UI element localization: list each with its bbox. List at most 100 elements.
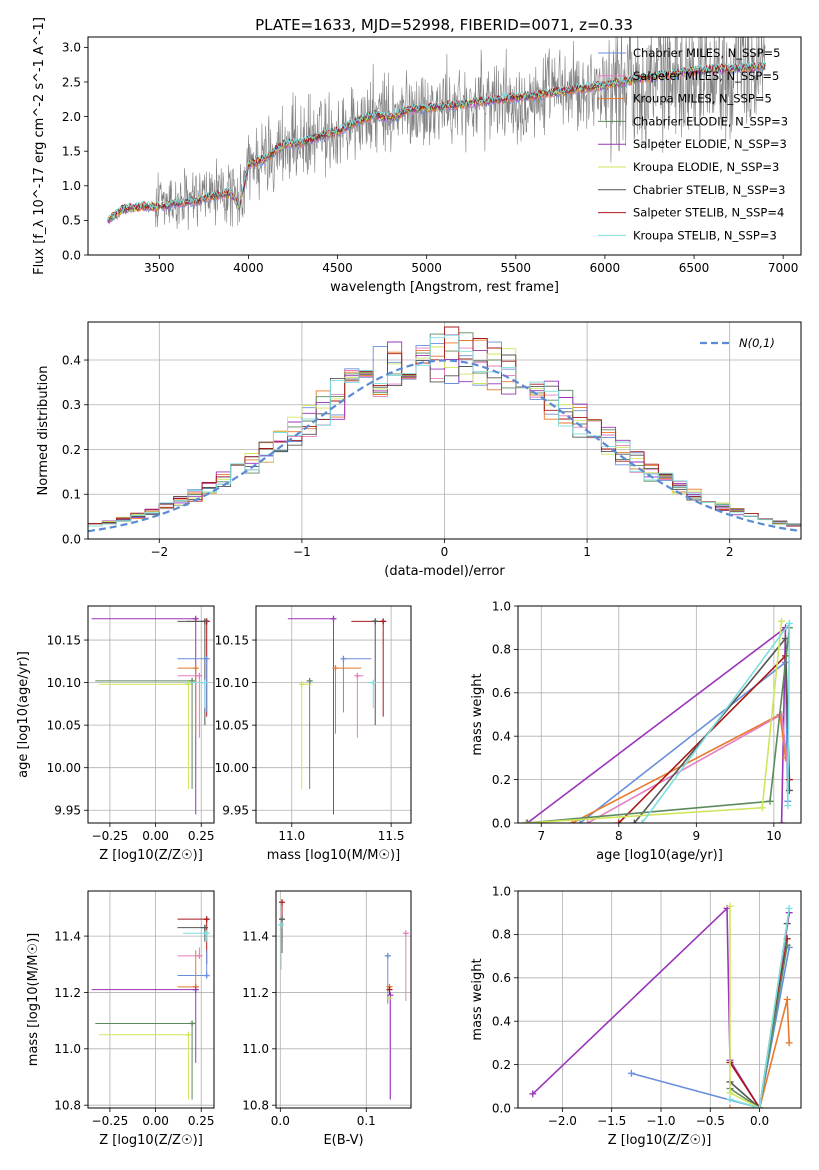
x-tick-label: −1.5 [597, 1114, 626, 1128]
mass-weight-marker [785, 1039, 793, 1047]
ssp-marker [192, 615, 199, 622]
y-tick-label: 0.4 [62, 353, 81, 367]
legend-entry: Kroupa MILES, N_SSP=5 [633, 92, 772, 106]
y-tick-label: 0.4 [492, 730, 511, 744]
x-tick-label: 0.0 [750, 1114, 769, 1128]
mass-weight-marker [785, 786, 793, 794]
plot-area [91, 916, 210, 1100]
legend-entry: Chabrier MILES, N_SSP=5 [633, 46, 780, 60]
ssp-marker [279, 899, 286, 906]
plot-area [278, 899, 409, 1100]
y-tick-label: 3.0 [62, 41, 81, 55]
x-axis-label: Z [log10(Z/Z☉)] [608, 1133, 712, 1148]
y-axis-label: Normed distribution [36, 366, 51, 496]
y-tick-label: 0.1 [62, 488, 81, 502]
residual-histogram-step [88, 334, 801, 527]
y-tick-label: 0.0 [492, 1101, 511, 1115]
mass-weight-marker [523, 819, 531, 823]
x-tick-label: 0.00 [142, 1114, 169, 1128]
ssp-marker [203, 916, 210, 923]
x-tick-label: 0.0 [271, 1114, 290, 1128]
plot-area [287, 615, 387, 815]
y-tick-label: 10.8 [242, 1098, 269, 1112]
ssp-marker [185, 1031, 192, 1038]
x-axis-label: Z [log10(Z/Z☉)] [99, 848, 203, 863]
legend-entry: Chabrier ELODIE, N_SSP=3 [633, 114, 788, 128]
spectrum-legend: Chabrier MILES, N_SSP=5 Salpeter MILES, N… [598, 46, 788, 242]
y-tick-label: 11.4 [54, 929, 81, 943]
mass-weight-marker [726, 1089, 734, 1097]
x-tick-label: 6500 [679, 261, 710, 275]
axes-frame [87, 890, 215, 1109]
legend-entry: N(0,1) [739, 336, 775, 350]
x-tick-label: 5000 [411, 261, 442, 275]
mass-weight-line [730, 999, 790, 1108]
ssp-marker [203, 930, 210, 937]
observed-spectrum-line [107, 37, 766, 230]
normal-distribution-curve [88, 359, 799, 533]
y-tick-label: 11.2 [242, 986, 269, 1000]
mass-weight-marker [726, 1104, 734, 1108]
mass-vs-metallicity-panel: −0.25 0.00 0.25 10.8 11.0 11.2 11.4 Z [log10(Z/… [26, 890, 215, 1148]
mass-weight-marker [630, 819, 638, 823]
ssp-marker [279, 916, 286, 923]
y-tick-label: 11.2 [54, 986, 81, 1000]
x-tick-label: 8 [615, 829, 623, 843]
mass-vs-ebv-panel: 0.0 0.1 10.8 11.0 11.2 11.4 E(B-V) [242, 890, 412, 1148]
y-axis-label: age [log10(age/yr)] [16, 651, 31, 778]
ssp-marker [370, 679, 377, 686]
axes-frame [87, 605, 215, 824]
residual-histogram-panel: −2 −1 0 1 2 0.0 0.1 0.2 0.3 0.4 (data-model)/error… [36, 321, 802, 579]
ssp-marker [384, 952, 391, 959]
x-tick-label: −0.25 [92, 829, 129, 843]
mass-weight-marker [522, 819, 530, 823]
x-tick-label: 7000 [768, 261, 799, 275]
y-tick-label: 10.15 [47, 633, 81, 647]
y-axis-label: mass [log10(M/M☉)] [26, 933, 41, 1066]
x-axis-label: wavelength [Angstrom, rest frame] [330, 280, 559, 295]
ssp-marker [203, 972, 210, 979]
ssp-marker [330, 615, 337, 622]
model-spectrum-line [107, 60, 766, 221]
mass-weight-line [729, 906, 760, 1108]
axes-frame [87, 36, 802, 256]
y-tick-label: 10.10 [215, 676, 249, 690]
residual-histogram-step [88, 354, 801, 525]
x-tick-label: 10 [766, 829, 781, 843]
ssp-marker [196, 672, 203, 679]
mass-weight-line [729, 938, 788, 1108]
ssp-marker [386, 986, 393, 993]
y-tick-label: 0.0 [62, 532, 81, 546]
mass-weight-marker [615, 819, 623, 823]
y-tick-label: 0.5 [62, 214, 81, 228]
ssp-marker [201, 924, 208, 931]
y-tick-label: 10.10 [47, 676, 81, 690]
mass-weight-line [587, 713, 791, 823]
mass-weight-marker [758, 804, 766, 812]
y-tick-label: 0.6 [492, 971, 511, 985]
y-axis-label: mass weight [470, 958, 485, 1040]
mass-weight-marker [576, 819, 584, 823]
mass-weight-marker [783, 996, 791, 1003]
ssp-marker [332, 665, 339, 672]
x-tick-label: 5500 [501, 261, 532, 275]
y-tick-label: 11.4 [242, 929, 269, 943]
mass-weight-marker [784, 802, 792, 810]
x-tick-label: 11.5 [378, 829, 405, 843]
plot-area [91, 615, 210, 815]
y-tick-label: 0.3 [62, 398, 81, 412]
ssp-marker [192, 665, 199, 672]
y-tick-label: 10.8 [54, 1098, 81, 1112]
x-tick-label: −2 [150, 545, 168, 559]
y-tick-label: 0.6 [492, 686, 511, 700]
y-tick-label: 0.8 [492, 928, 511, 942]
y-tick-label: 10.05 [215, 718, 249, 732]
y-tick-label: 10.00 [47, 761, 81, 775]
axes-frame [517, 890, 802, 1109]
y-tick-label: 1.5 [62, 144, 81, 158]
x-tick-label: 0.25 [188, 1114, 215, 1128]
mass-weight-vs-metallicity-panel: −2.0 −1.5 −1.0 −0.5 0.0 0.0 0.2 0.4 0.6 0.8 1.0 Z [… [470, 884, 802, 1148]
mass-weight-marker [785, 904, 793, 912]
mass-weight-marker [778, 617, 786, 625]
ssp-marker [354, 672, 361, 679]
